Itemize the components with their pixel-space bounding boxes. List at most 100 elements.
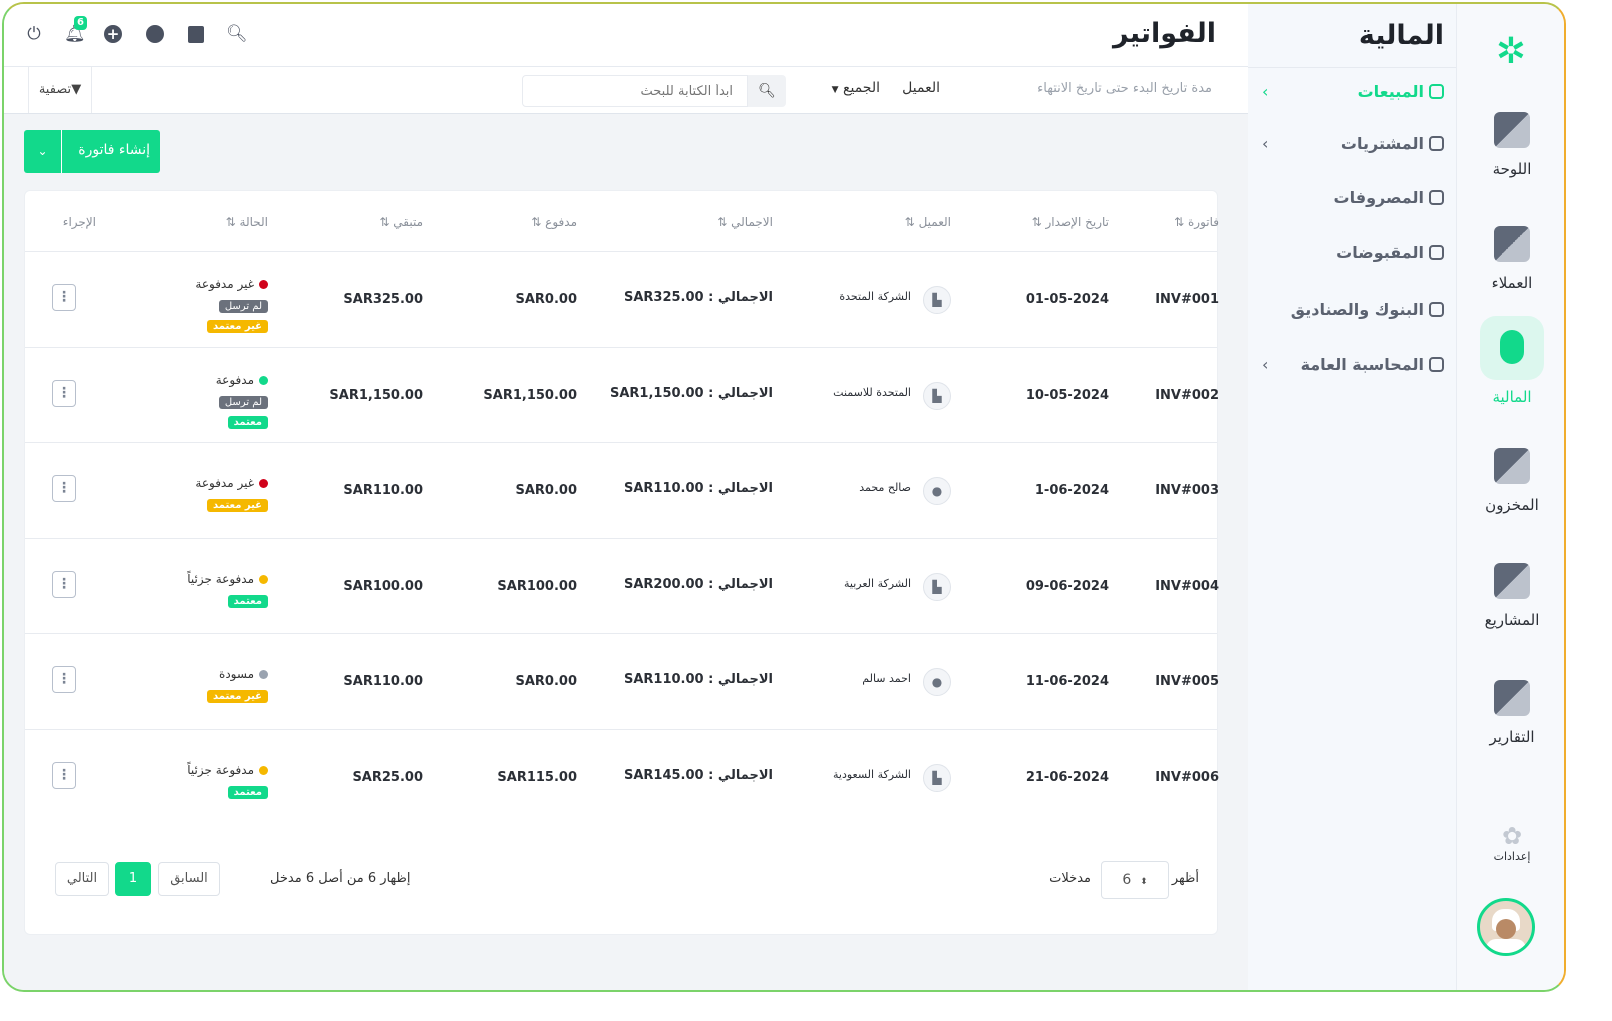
total-amount: SAR110.00 [623,481,704,496]
projects-icon [1490,559,1534,603]
total-amount: SAR325.00 [623,290,704,305]
issue-date: 09-06-2024 [1025,578,1109,594]
clock-icon[interactable] [146,25,164,43]
header-label: متبقي [393,215,423,229]
row-actions-button[interactable]: ⋮ [52,666,76,693]
create-invoice-button[interactable]: ⌄ إنشاء فاتورة [24,130,160,173]
sidebar-title: المالية [1358,20,1444,51]
note-icon[interactable] [188,26,204,43]
column-header-remaining[interactable]: متبقي ⇅ [379,215,423,229]
client-name[interactable]: صالح محمد [859,481,911,494]
paid-amount: SAR0.00 [515,292,577,307]
chevron-left-icon[interactable]: ‹ [1262,133,1269,153]
plus-circle-icon[interactable]: + [104,25,122,43]
approval-badge: معتمد [227,785,268,799]
header-label: الحالة [239,215,268,229]
previous-page-button[interactable]: السابق [158,862,220,896]
total-prefix: الاجمالي : [708,385,773,401]
row-actions-button[interactable]: ⋮ [52,284,76,311]
table-row[interactable]: INV#001 01-05-2024 ▙ الشركة المتحدة الاج… [25,251,1219,347]
search-icon[interactable]: 🔍︎ [226,24,248,44]
customers-icon [1490,222,1534,266]
invoice-number[interactable]: INV#002 [1155,387,1219,403]
table-row[interactable]: INV#002 10-05-2024 ▙ المتحدة للاسمنت الا… [25,346,1219,443]
pagination-bar: أظهر 6 ⬍ مدخلات إظهار 6 من أصل 6 مدخل ال… [25,861,1217,901]
column-header-date[interactable]: تاريخ الإصدار ⇅ [1032,215,1109,229]
filter-label: تصفية [38,82,72,97]
pagination-summary: إظهار 6 من أصل 6 مدخل [270,871,411,886]
invoice-number[interactable]: INV#003 [1155,483,1219,498]
sidebar-item-0[interactable]: المبيعات ‹ [1254,76,1444,106]
building-icon: ▙ [923,763,951,792]
kebab-menu-icon: ⋮ [57,575,71,592]
status-cell: مدفوعة جزئياً معتمد [187,569,268,609]
invoice-number[interactable]: INV#004 [1155,578,1219,594]
column-header-paid[interactable]: مدفوع ⇅ [531,215,577,229]
total-amount: SAR1,150.00 [610,385,704,401]
rail-settings[interactable]: ✿ إعدادات [1457,822,1564,863]
invoice-number[interactable]: INV#001 [1155,292,1219,307]
row-actions-button[interactable]: ⋮ [52,761,76,789]
rail-item-label: المشاريع [1484,611,1540,629]
sidebar-item-1[interactable]: المشتريات ‹ [1254,128,1444,158]
page-size-select[interactable]: 6 ⬍ [1101,861,1169,899]
paid-amount: SAR100.00 [497,578,577,594]
header-label: فاتورة [1187,215,1219,229]
rail-item-1[interactable]: العملاء [1457,222,1564,292]
status-cell: مدفوعة جزئياً معتمد [187,760,268,800]
user-avatar[interactable] [1477,898,1535,956]
column-header-client[interactable]: العميل ⇅ [905,215,951,229]
funnel-icon: ▼ [71,82,82,97]
approval-badge: معتمد [227,415,268,429]
sort-icon: ⇅ [531,215,542,229]
sidebar-item-3[interactable]: المقبوضات [1254,237,1444,267]
rail-item-5[interactable]: التقارير [1457,676,1564,746]
invoice-number[interactable]: INV#005 [1155,674,1219,689]
power-icon[interactable]: ⏻ [27,24,41,44]
chevron-left-icon[interactable]: ‹ [1262,354,1269,374]
sidebar-item-2[interactable]: المصروفات [1254,182,1444,212]
column-header-status[interactable]: الحالة ⇅ [226,215,268,229]
building-icon: ▙ [923,572,951,601]
rail-item-4[interactable]: المشاريع [1457,559,1564,629]
client-name[interactable]: الشركة المتحدة [839,290,911,303]
payment-status: غير مدفوعة [195,277,254,291]
next-page-button[interactable]: التالي [55,862,109,896]
issue-date: 01-05-2024 [1025,292,1109,307]
column-header-total[interactable]: الاجمالي ⇅ [717,215,773,229]
total-amount: SAR200.00 [623,576,704,592]
payment-status: مدفوعة جزئياً [187,762,254,777]
rail-item-2[interactable]: المالية [1457,316,1564,406]
table-row[interactable]: INV#003 1-06-2024 ● صالح محمد الاجمالي :… [25,442,1219,538]
page-1-button[interactable]: 1 [115,862,151,896]
filter-button[interactable]: ▼تصفية [28,67,92,113]
finance-icon [1480,316,1544,380]
table-row[interactable]: INV#004 09-06-2024 ▙ الشركة العربية الاج… [25,537,1219,634]
client-name[interactable]: الشركة العربية [844,576,911,590]
client-name[interactable]: الشركة السعودية [833,767,911,781]
chevron-left-icon[interactable]: ‹ [1262,81,1269,101]
rail-item-3[interactable]: المخزون [1457,444,1564,514]
sidebar-item-5[interactable]: المحاسبة العامة ‹ [1254,349,1444,379]
search-button[interactable]: 🔍︎ [748,75,786,107]
row-actions-button[interactable]: ⋮ [52,570,76,598]
sort-icon: ⬍ [1140,877,1148,887]
search-input[interactable] [522,75,748,107]
sidebar-item-label: المحاسبة العامة [1300,354,1424,374]
client-filter-select[interactable]: الجميع ▼ [832,80,880,96]
gear-icon: ✿ [1501,822,1523,850]
row-actions-button[interactable]: ⋮ [52,379,76,407]
column-header-invoice[interactable]: فاتورة ⇅ [1174,215,1219,229]
row-actions-button[interactable]: ⋮ [52,475,76,502]
bell-icon[interactable]: 🔔︎ 6 [64,16,87,44]
table-row[interactable]: INV#006 21-06-2024 ▙ الشركة السعودية الا… [25,728,1219,825]
client-name[interactable]: احمد سالم [862,672,911,685]
invoice-number[interactable]: INV#006 [1155,769,1219,785]
rail-item-0[interactable]: اللوحة [1457,108,1564,178]
table-row[interactable]: INV#005 11-06-2024 ● احمد سالم الاجمالي … [25,633,1219,729]
client-name[interactable]: المتحدة للاسمنت [833,385,911,399]
sidebar-item-4[interactable]: البنوك والصناديق [1254,294,1444,324]
chevron-down-icon[interactable]: ⌄ [24,130,62,173]
date-range-input[interactable]: مدة تاريخ البدء حتى تاريخ الانتهاء [1037,81,1212,96]
sort-icon: ⇅ [225,215,236,229]
